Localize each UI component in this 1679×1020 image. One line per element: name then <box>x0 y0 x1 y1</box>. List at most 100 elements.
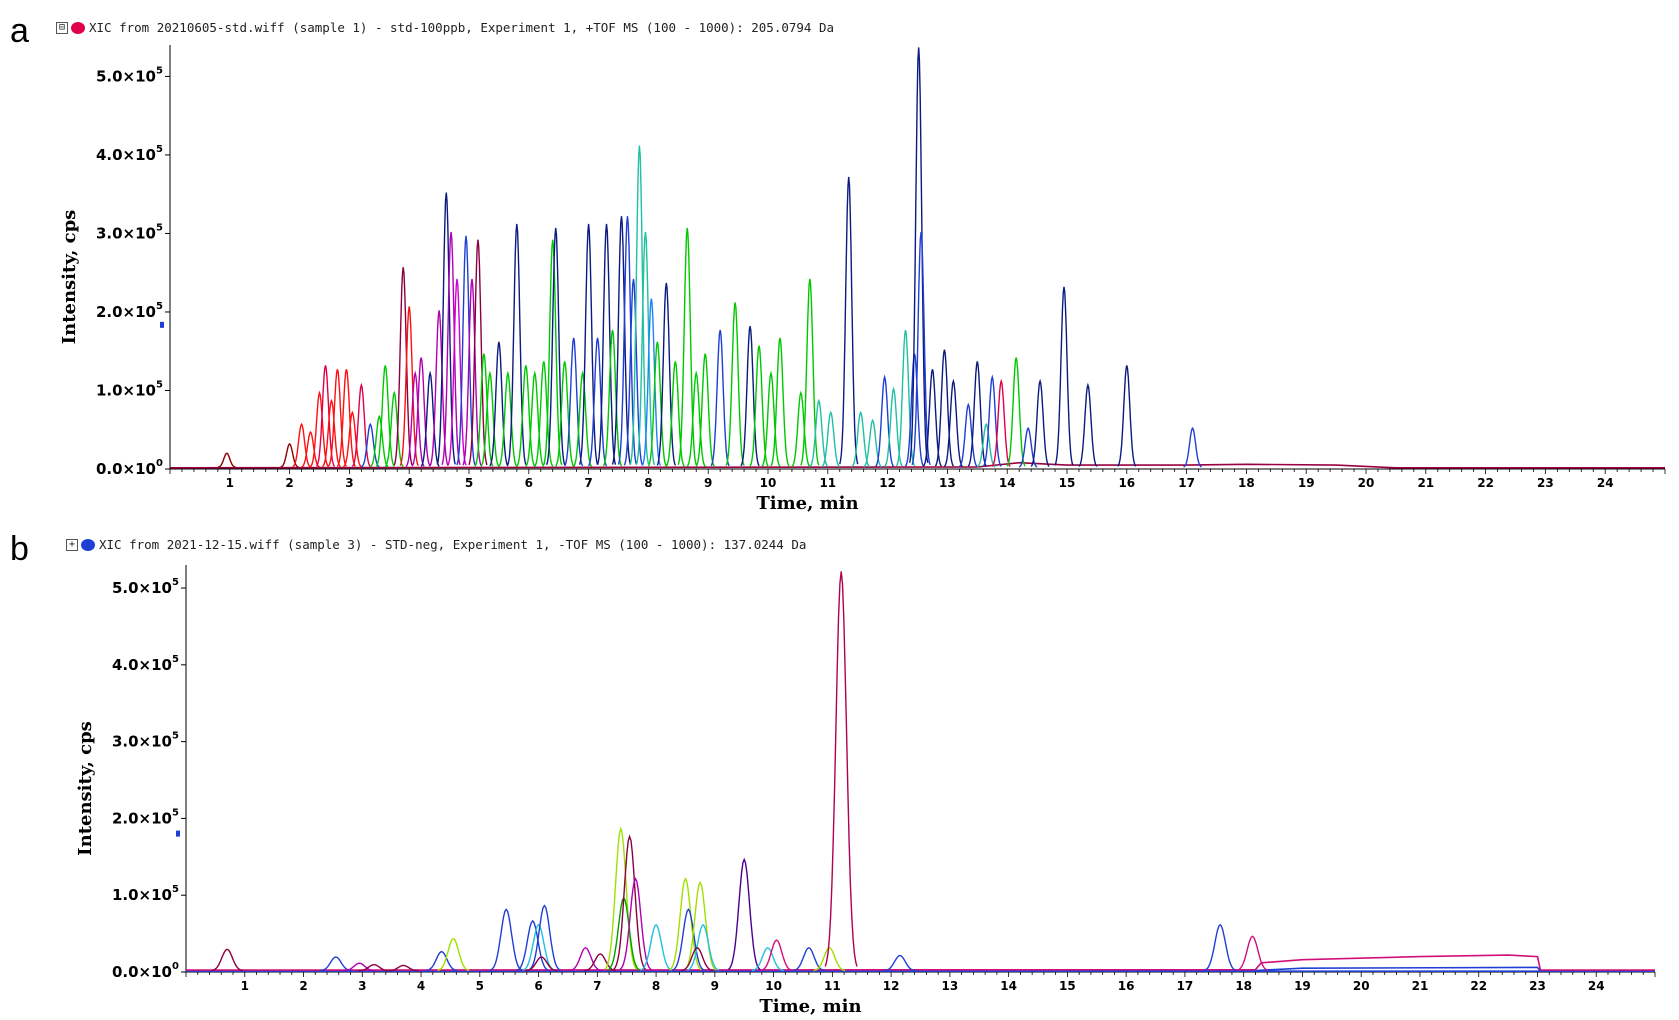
chromatogram-peak <box>489 341 509 467</box>
x-tick-label: 2 <box>299 979 307 993</box>
x-tick-label: 2 <box>285 476 293 490</box>
x-tick-label: 17 <box>1178 476 1195 490</box>
chromatogram-a: 1 2 3 4 5 6 7 8 9 10 11 12 13 14 15 16 17 18 19 20 21 22 23 240… <box>59 45 1666 514</box>
x-tick-label: 9 <box>711 979 719 993</box>
x-tick-label: 11 <box>824 979 841 993</box>
x-tick-label: 12 <box>879 476 896 490</box>
chromatogram-peak <box>528 904 561 971</box>
x-tick-label: 16 <box>1118 476 1135 490</box>
x-tick-label: 17 <box>1177 979 1194 993</box>
y-tick-label: 0.0×10 <box>96 460 156 478</box>
trace-dot-icon-b <box>81 538 95 551</box>
x-tick-label: 1 <box>241 979 249 993</box>
y-tick-label: 0.0×10 <box>112 963 172 981</box>
y-tick-label: 5.0×10 <box>96 67 156 85</box>
chromatogram-peak <box>292 422 311 468</box>
x-tick-label: 4 <box>417 979 425 993</box>
x-tick-label: 12 <box>883 979 900 993</box>
chromatogram-peak <box>613 834 647 970</box>
chromatogram-peak <box>301 430 320 468</box>
chromatogram-peak <box>516 919 549 971</box>
chromatogram-peak <box>1236 935 1269 972</box>
chromatogram-peak <box>405 370 425 467</box>
chromatogram-peak <box>411 357 431 467</box>
chromatogram-peak <box>1204 923 1237 971</box>
chromatogram-peak <box>1018 426 1038 468</box>
x-tick-label: 16 <box>1118 979 1135 993</box>
chromatogram-peak <box>393 267 413 466</box>
x-tick-label: 20 <box>1353 979 1370 993</box>
chromatogram-peak <box>387 964 420 972</box>
chromatogram-peak <box>683 880 717 971</box>
chromatogram-peak <box>516 365 536 467</box>
chromatogram-peak <box>462 278 482 466</box>
collapse-toggle-a[interactable]: ⊟ <box>56 21 68 34</box>
chromatogram-peak <box>490 908 523 971</box>
chromatogram-peak <box>740 325 760 467</box>
x-tick-label: 7 <box>584 476 592 490</box>
chromatogram-peak <box>1006 357 1026 467</box>
x-tick-label: 3 <box>358 979 366 993</box>
chromatogram-peak <box>1054 286 1074 466</box>
x-tick-label: 14 <box>999 476 1016 490</box>
chromatogram-peak <box>619 877 652 971</box>
chromatogram-peak <box>604 826 638 970</box>
chromatogram-peak <box>336 369 356 467</box>
chromatogram-peak <box>441 231 461 465</box>
chromatogram-peak <box>824 571 858 967</box>
chromatogram-peak <box>360 422 380 468</box>
chromatogram-peak <box>596 223 617 465</box>
x-tick-label: 24 <box>1597 476 1614 490</box>
chromatogram-peak <box>573 370 593 467</box>
expand-toggle-b[interactable]: + <box>66 538 78 551</box>
chromatogram-peak <box>321 398 341 468</box>
chromatogram-peak <box>351 382 371 467</box>
y-tick-exponent: 5 <box>172 884 179 895</box>
chromatogram-peak <box>564 337 584 467</box>
chromatogram-peak <box>358 963 390 972</box>
y-tick-exponent: 5 <box>156 222 163 233</box>
chromatogram-peak <box>727 857 761 971</box>
panel-label-a: a <box>10 12 29 50</box>
chromatogram-peak <box>534 361 554 467</box>
chromatogram-peak <box>437 937 470 972</box>
x-tick-label: 8 <box>644 476 652 490</box>
x-tick-label: 6 <box>525 476 533 490</box>
chromatogram-peak <box>569 947 602 972</box>
x-tick-label: 9 <box>704 476 712 490</box>
x-tick-label: 23 <box>1529 979 1546 993</box>
chromatogram-peak <box>525 956 558 972</box>
chromatogram-peak <box>420 370 440 467</box>
chromatogram-peak <box>555 361 575 467</box>
x-tick-label: 18 <box>1238 476 1255 490</box>
y-tick-exponent: 5 <box>172 807 179 818</box>
chromatogram-peak <box>474 353 494 467</box>
chromatogram-peak <box>1078 382 1098 467</box>
x-tick-label: 11 <box>819 476 836 490</box>
axis-marker <box>176 830 180 837</box>
x-tick-label: 8 <box>652 979 660 993</box>
chromatogram-peak <box>480 370 500 467</box>
chromatogram-peak <box>710 329 730 467</box>
chromatogram-peak <box>695 353 715 467</box>
xic-title-a: XIC from 20210605-std.wiff (sample 1) - … <box>89 20 835 35</box>
chromatogram-peak <box>639 923 673 971</box>
x-tick-label: 1 <box>226 476 234 490</box>
chromatogram-peak <box>525 370 545 467</box>
chromatogram-peak <box>761 370 781 467</box>
y-tick-label: 3.0×10 <box>96 224 156 242</box>
x-tick-label: 19 <box>1294 979 1311 993</box>
chromatogram-peak <box>725 302 745 466</box>
chromatogram-peak <box>991 378 1011 467</box>
baseline-trace <box>169 461 1665 469</box>
y-tick-exponent: 5 <box>156 144 163 155</box>
chromatogram-peak <box>543 239 563 466</box>
chromatogram-peak <box>635 231 656 465</box>
x-tick-label: 15 <box>1059 979 1076 993</box>
x-tick-label: 7 <box>593 979 601 993</box>
x-axis-title: Time, min <box>756 493 858 514</box>
chromatogram-peak <box>578 223 599 465</box>
chromatogram-peak <box>863 418 883 468</box>
x-tick-label: 22 <box>1470 979 1487 993</box>
chromatogram-peak <box>602 329 623 467</box>
